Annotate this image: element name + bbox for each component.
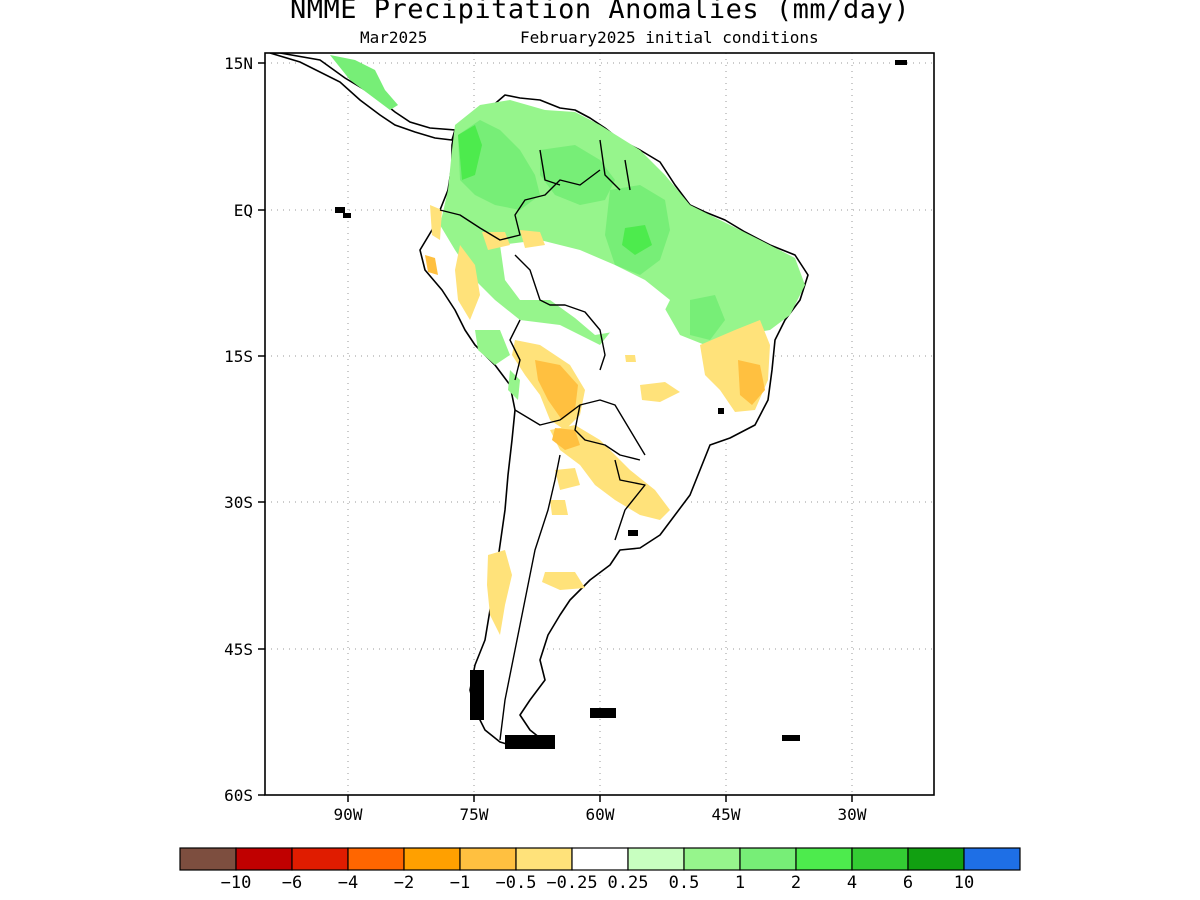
- colorbar-swatch: [963, 847, 1021, 871]
- colorbar-swatch: [291, 847, 349, 871]
- near-normal-interior: [500, 240, 670, 335]
- lat-label: EQ: [234, 201, 253, 220]
- map-title: NMME Precipitation Anomalies (mm/day): [290, 0, 910, 25]
- islands: [335, 60, 907, 749]
- lat-label: 15N: [224, 54, 253, 73]
- colorbar-label: −0.5: [496, 873, 537, 893]
- dry-anomaly-areas: [425, 205, 770, 635]
- colorbar-swatch: [683, 847, 741, 871]
- colorbar: [179, 847, 1021, 871]
- colorbar-label: −0.25: [546, 873, 597, 893]
- lat-label: 60S: [224, 786, 253, 805]
- lat-label: 15S: [224, 347, 253, 366]
- lon-label: 75W: [460, 805, 489, 824]
- colorbar-label: 0.5: [669, 873, 700, 893]
- lon-label: 60W: [586, 805, 615, 824]
- colorbar-label: 2: [791, 873, 801, 893]
- lon-label: 45W: [712, 805, 741, 824]
- colorbar-label: −4: [338, 873, 358, 893]
- colorbar-label: 1: [735, 873, 745, 893]
- colorbar-swatch: [627, 847, 685, 871]
- colorbar-swatch: [179, 847, 237, 871]
- colorbar-label: −6: [282, 873, 302, 893]
- colorbar-label: −1: [450, 873, 470, 893]
- tick-marks: [258, 62, 853, 802]
- colorbar-swatch: [739, 847, 797, 871]
- colorbar-swatch: [851, 847, 909, 871]
- lat-label: 30S: [224, 493, 253, 512]
- colorbar-labels: −10 −6 −4 −2 −1 −0.5 −0.25 0.25 0.5 1 2 4 6 10: [221, 873, 975, 893]
- longitude-labels: 90W 75W 60W 45W 30W: [334, 805, 867, 824]
- lat-label: 45S: [224, 640, 253, 659]
- colorbar-label: −10: [221, 873, 252, 893]
- colorbar-swatch: [795, 847, 853, 871]
- colorbar-swatch: [907, 847, 965, 871]
- colorbar-label: 0.25: [608, 873, 649, 893]
- colorbar-swatch: [235, 847, 293, 871]
- colorbar-label: 6: [903, 873, 913, 893]
- colorbar-swatch: [347, 847, 405, 871]
- colorbar-swatch: [459, 847, 517, 871]
- colorbar-swatch: [571, 847, 629, 871]
- latitude-labels: 15N EQ 15S 30S 45S 60S: [224, 54, 253, 805]
- forecast-month: Mar2025: [360, 28, 428, 47]
- initial-conditions: February2025 initial conditions: [520, 28, 819, 47]
- colorbar-swatch: [403, 847, 461, 871]
- lon-label: 30W: [838, 805, 867, 824]
- colorbar-swatch: [515, 847, 573, 871]
- lon-label: 90W: [334, 805, 363, 824]
- country-borders: [439, 139, 646, 741]
- colorbar-label: 4: [847, 873, 857, 893]
- colorbar-label: 10: [954, 873, 974, 893]
- colorbar-label: −2: [394, 873, 414, 893]
